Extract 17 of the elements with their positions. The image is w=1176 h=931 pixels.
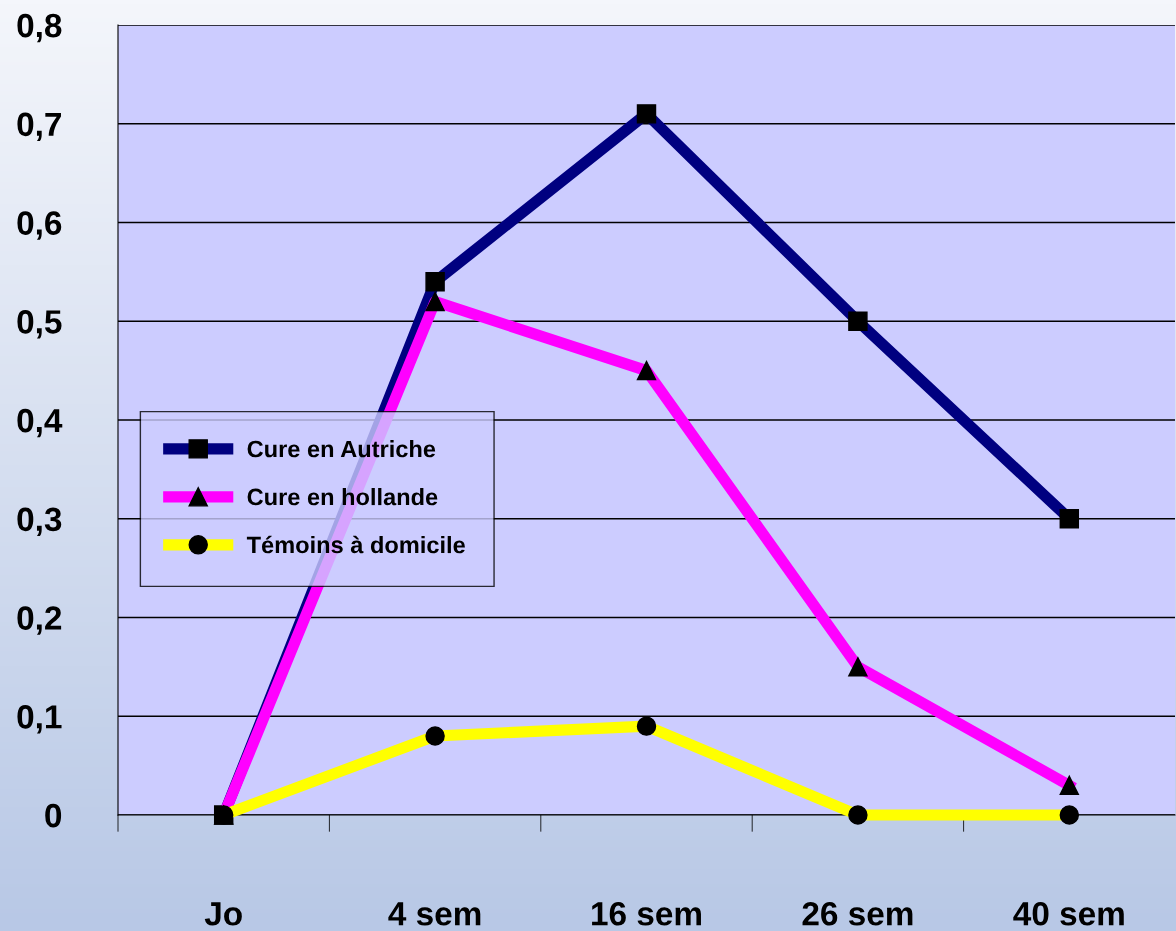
legend-label: Témoins à domicile — [246, 535, 465, 554]
legend-label: Cure en hollande — [247, 487, 438, 506]
y-tick-label: 0,5 — [17, 310, 62, 339]
x-tick-label: 40 sem — [1013, 901, 1124, 926]
x-tick-label: 4 sem — [388, 902, 481, 926]
y-tick-label: 0,2 — [17, 606, 62, 635]
y-tick-label: 0,4 — [17, 408, 63, 438]
x-tick-label: 16 sem — [592, 901, 701, 926]
y-tick-label: 0,8 — [17, 13, 62, 43]
legend-label: Cure en Autriche — [247, 440, 436, 458]
y-tick-label: 0,6 — [17, 211, 62, 240]
x-tick-label: 26 sem — [802, 901, 913, 926]
x-tick-label: Jo — [204, 902, 242, 926]
y-tick-label: 0 — [45, 803, 62, 828]
y-tick-label: 0,7 — [17, 112, 61, 141]
y-tick-label: 0,3 — [17, 507, 62, 536]
y-tick-label: 0,1 — [17, 705, 62, 734]
